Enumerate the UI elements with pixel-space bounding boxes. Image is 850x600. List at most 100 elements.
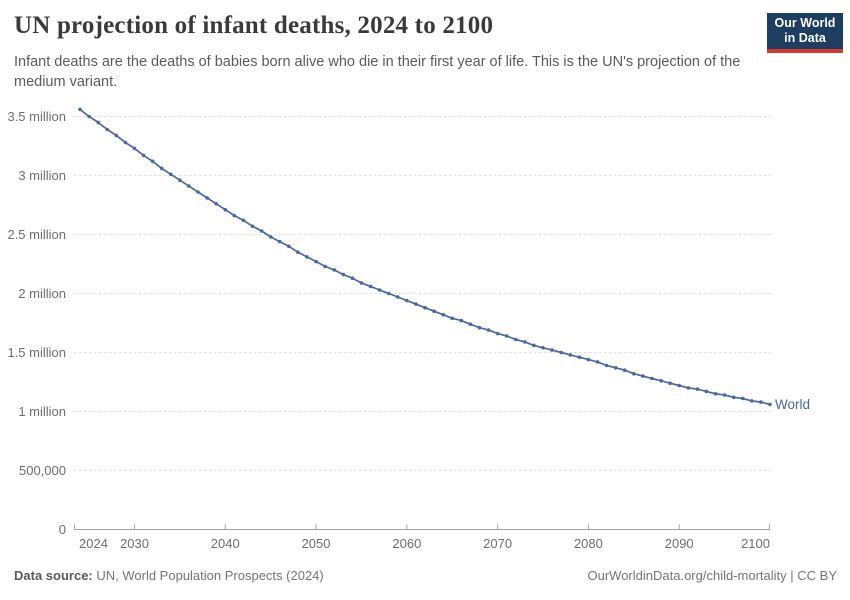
data-point[interactable] (523, 340, 527, 344)
data-point[interactable] (187, 184, 191, 188)
data-point[interactable] (613, 366, 618, 370)
data-point[interactable] (741, 396, 745, 401)
data-point[interactable] (332, 268, 337, 272)
y-tick-label: 3 million (18, 168, 66, 183)
data-point[interactable] (287, 244, 291, 249)
data-point[interactable] (722, 393, 727, 397)
data-point[interactable] (132, 146, 137, 151)
data-point[interactable] (632, 371, 636, 376)
x-tick-label: 2030 (120, 536, 149, 551)
data-point[interactable] (341, 272, 346, 277)
x-tick-label: 2090 (665, 536, 694, 551)
data-point[interactable] (650, 376, 654, 381)
data-point[interactable] (677, 383, 681, 388)
data-point[interactable] (586, 357, 591, 362)
data-point[interactable] (450, 316, 455, 321)
data-point[interactable] (259, 229, 264, 233)
owid-logo: Our World in Data (767, 13, 843, 53)
data-point[interactable] (423, 305, 427, 310)
data-point[interactable] (668, 381, 672, 386)
data-source-value: UN, World Population Prospects (2024) (92, 568, 324, 583)
data-point[interactable] (150, 159, 155, 164)
data-point[interactable] (159, 166, 164, 171)
data-point[interactable] (532, 343, 536, 348)
data-point[interactable] (205, 196, 209, 200)
data-point[interactable] (477, 325, 482, 330)
data-point[interactable] (78, 107, 82, 112)
data-point[interactable] (541, 346, 545, 350)
data-point[interactable] (232, 213, 237, 218)
data-point[interactable] (277, 239, 282, 244)
data-point[interactable] (105, 127, 109, 132)
x-tick-label: 2050 (302, 536, 331, 551)
data-point[interactable] (495, 331, 500, 336)
series-end-label[interactable]: World (775, 397, 810, 412)
data-point[interactable] (704, 389, 709, 394)
data-point[interactable] (504, 334, 509, 338)
data-point[interactable] (214, 202, 218, 206)
data-point[interactable] (169, 172, 173, 177)
data-point[interactable] (750, 399, 754, 403)
data-point[interactable] (659, 379, 663, 383)
data-point[interactable] (577, 355, 582, 360)
data-point[interactable] (87, 114, 91, 119)
series-line-world[interactable] (79, 108, 771, 406)
data-point[interactable] (405, 298, 409, 303)
data-point[interactable] (713, 392, 718, 396)
data-point[interactable] (695, 387, 700, 391)
data-point[interactable] (759, 400, 763, 404)
data-point[interactable] (604, 363, 609, 368)
data-point[interactable] (514, 337, 518, 342)
data-point[interactable] (459, 318, 464, 323)
data-point[interactable] (396, 295, 400, 299)
y-tick-label: 500,000 (19, 463, 66, 478)
data-point[interactable] (223, 207, 228, 212)
data-point[interactable] (559, 350, 563, 355)
data-point[interactable] (350, 276, 355, 281)
data-point[interactable] (141, 153, 146, 158)
logo-line-1: Our World (774, 16, 836, 30)
data-point[interactable] (568, 353, 573, 357)
data-point[interactable] (595, 360, 600, 364)
data-point[interactable] (768, 402, 772, 407)
data-point[interactable] (114, 133, 119, 138)
data-point[interactable] (550, 348, 554, 352)
data-point[interactable] (486, 328, 491, 332)
x-tick-label: 2080 (574, 536, 603, 551)
x-tick-label: 2060 (392, 536, 421, 551)
data-point[interactable] (386, 291, 391, 296)
chart-footer: Data source: UN, World Population Prospe… (14, 568, 837, 583)
credit-link[interactable]: OurWorldinData.org/child-mortality | CC … (587, 568, 838, 583)
data-point[interactable] (468, 322, 473, 327)
data-point[interactable] (368, 284, 373, 289)
x-tick-label: 2040 (211, 536, 240, 551)
data-point[interactable] (377, 288, 382, 292)
data-point[interactable] (296, 250, 300, 254)
y-tick-label: 1 million (18, 404, 66, 419)
data-point[interactable] (196, 190, 200, 194)
data-point[interactable] (432, 309, 436, 314)
data-point[interactable] (123, 140, 128, 145)
data-point[interactable] (359, 281, 364, 285)
x-tick-label: 2100 (741, 536, 770, 551)
y-tick-label: 2 million (18, 286, 66, 301)
data-point[interactable] (323, 264, 327, 269)
data-point[interactable] (268, 235, 273, 239)
data-point[interactable] (305, 255, 309, 259)
data-point[interactable] (622, 368, 627, 373)
y-tick-label: 1.5 million (7, 345, 66, 360)
data-point[interactable] (641, 374, 645, 378)
data-point[interactable] (731, 395, 736, 400)
x-tick-label: 2070 (483, 536, 512, 551)
data-point[interactable] (686, 386, 691, 390)
data-point[interactable] (96, 120, 100, 125)
data-point[interactable] (314, 259, 318, 264)
data-point[interactable] (241, 218, 246, 223)
data-point[interactable] (250, 224, 255, 228)
data-point[interactable] (441, 312, 446, 317)
data-point[interactable] (414, 302, 418, 306)
data-point[interactable] (178, 178, 182, 182)
page-title: UN projection of infant deaths, 2024 to … (14, 12, 494, 39)
data-source: Data source: UN, World Population Prospe… (14, 568, 324, 583)
